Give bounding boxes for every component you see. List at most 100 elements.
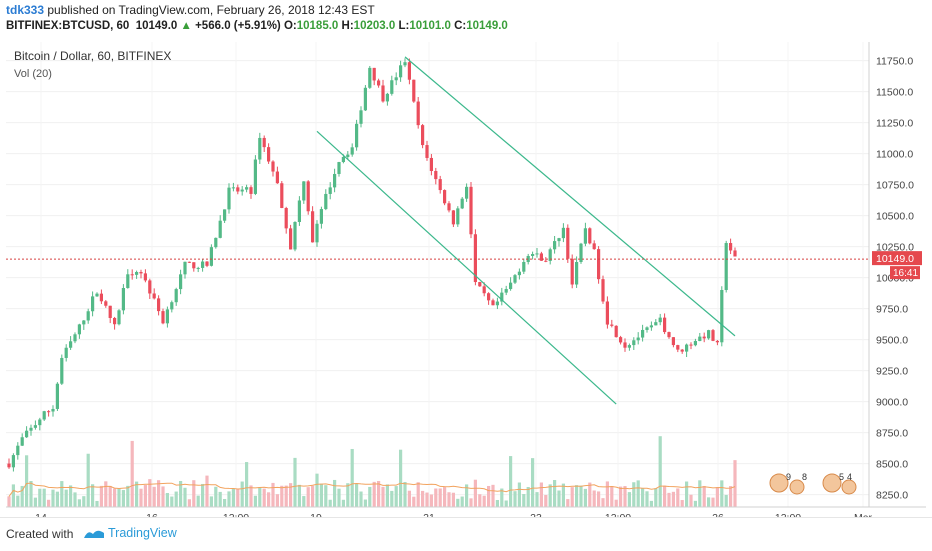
price-tick-label: 11750.0 [876, 56, 913, 68]
volume-bar [632, 482, 636, 507]
volume-bar [619, 486, 623, 507]
candle-body [680, 349, 684, 352]
volume-bar [698, 480, 702, 507]
volume-bar [407, 490, 411, 507]
candle-body [104, 301, 108, 306]
candle-body [368, 67, 372, 88]
candle-body [465, 186, 469, 199]
volume-bar [231, 488, 235, 507]
candle-body [148, 280, 152, 294]
candle-body [91, 296, 95, 312]
volume-bar [143, 485, 147, 507]
volume-bar [20, 485, 24, 507]
author-name[interactable]: tdk333 [6, 3, 45, 17]
candle-body [55, 383, 59, 409]
candle-body [544, 260, 548, 262]
volume-bar [324, 485, 328, 507]
volume-bar [412, 496, 416, 507]
candle-body [179, 274, 183, 290]
event-marker-1[interactable]: 9 8 [769, 472, 807, 495]
candle-body [253, 159, 257, 194]
chart-container[interactable]: 8250.0 8500.0 8750.0 9000.0 9250.0 9500.0 9750… [6, 42, 926, 524]
volume-bar [16, 495, 20, 507]
volume-bar [60, 481, 64, 507]
event-count: 8 [802, 472, 807, 482]
candle-body [346, 154, 350, 157]
volume-bar [179, 480, 183, 507]
volume-bar [399, 449, 403, 507]
volume-bar [416, 482, 420, 507]
volume-bar [293, 457, 297, 507]
candle-body [69, 341, 73, 348]
low-label: L: [398, 20, 410, 32]
candle-body [209, 247, 213, 266]
tradingview-brand[interactable]: TradingView [108, 526, 177, 540]
price-chart[interactable]: 8250.0 8500.0 8750.0 9000.0 9250.0 9500.0 9750… [6, 42, 926, 524]
volume-bar [645, 491, 649, 507]
candle-body [99, 293, 103, 302]
volume-bar [469, 498, 473, 507]
candle-body [588, 228, 592, 244]
candle-body [319, 209, 323, 224]
candle-body [619, 337, 623, 343]
volume-bar [614, 499, 618, 507]
candle-body [108, 305, 112, 318]
price-badge-bg [872, 251, 922, 266]
candle-body [614, 325, 618, 338]
candle-body [262, 137, 266, 148]
candle-body [729, 243, 733, 251]
event-marker-2[interactable]: 5 4 [822, 472, 857, 495]
volume-ma-line [8, 482, 736, 497]
volume-bar [385, 484, 389, 507]
volume-bar [447, 492, 451, 507]
candle-body [161, 311, 165, 324]
volume-bar [553, 480, 557, 507]
candle-body [390, 80, 394, 94]
candles [7, 58, 737, 472]
candle-body [73, 334, 77, 342]
candle-body [720, 289, 724, 343]
price-tick-label: 11250.0 [876, 118, 913, 130]
trendline [404, 56, 736, 337]
volume-bar [685, 481, 689, 507]
price-tick-label: 9250.0 [876, 366, 908, 378]
volume-bar [192, 480, 196, 507]
candle-body [421, 125, 425, 146]
volume-bar [240, 481, 244, 507]
volume-bar [11, 484, 15, 507]
candle-body [689, 344, 693, 346]
candle-body [306, 181, 310, 212]
close-label: C: [454, 20, 467, 32]
volume-bar [262, 488, 266, 507]
volume-bar [715, 487, 719, 507]
candle-body [135, 271, 139, 275]
volume-bar [421, 490, 425, 507]
candle-body [130, 274, 134, 276]
volume-bar [280, 485, 284, 507]
candle-body [7, 463, 11, 468]
candle-body [86, 311, 90, 321]
volume-bar [491, 484, 495, 507]
candle-body [553, 241, 557, 250]
volume-bar [209, 496, 213, 507]
candle-body [557, 238, 561, 242]
volume-bar [451, 492, 455, 507]
candle-body [337, 162, 341, 174]
volume-bar [135, 481, 139, 507]
volume-bar [482, 495, 486, 507]
candle-body [715, 340, 719, 343]
last-price: 10149.0 [135, 20, 178, 32]
price-axis[interactable]: 8250.0 8500.0 8750.0 9000.0 9250.0 9500.0 9750… [876, 56, 914, 502]
volume-bar [504, 500, 508, 507]
volume-bar [355, 483, 359, 507]
volume-bar [438, 488, 442, 507]
volume-bar [174, 491, 178, 507]
candle-body [645, 327, 649, 330]
volume-bar [333, 479, 337, 507]
candle-body [350, 147, 354, 155]
candle-body [394, 77, 398, 81]
candle-body [548, 249, 552, 261]
volume-bar [121, 490, 125, 507]
volume-bar [487, 485, 491, 507]
candle-body [126, 274, 130, 288]
